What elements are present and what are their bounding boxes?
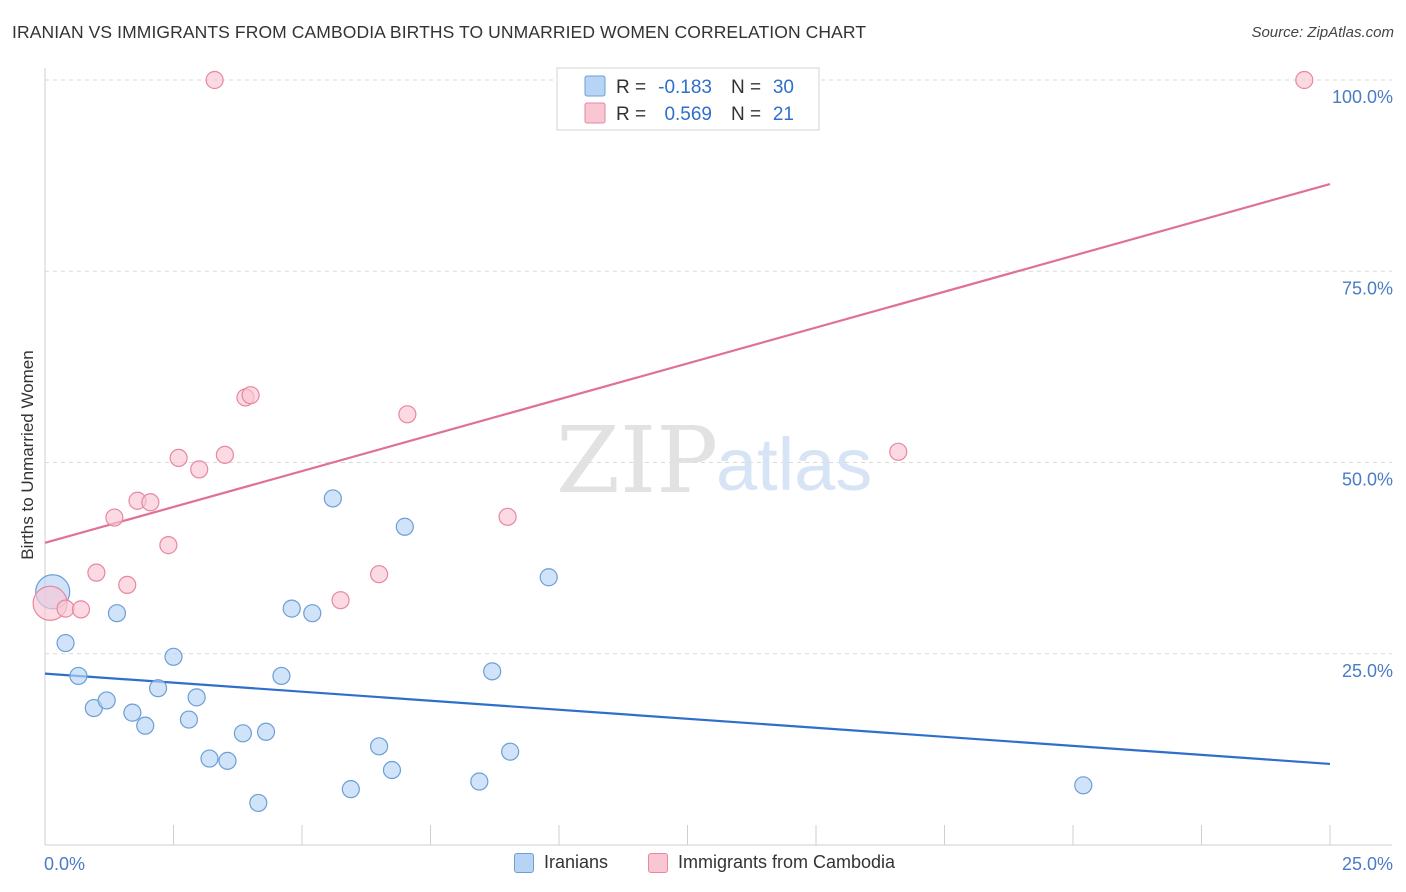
cambodia-point xyxy=(205,70,224,90)
legend-r-label: R = xyxy=(616,77,646,98)
iranians-point xyxy=(97,691,116,710)
legend-item-iranians[interactable]: Iranians xyxy=(514,852,608,873)
cambodia-point xyxy=(190,460,209,479)
legend-n-label: N = xyxy=(731,77,761,98)
iranians-point xyxy=(501,742,520,761)
tick-labels: 25.0% 50.0% 75.0% 100.0% 0.0% 25.0% xyxy=(44,87,1393,874)
iranians-point xyxy=(233,724,252,743)
iranians-point xyxy=(164,647,183,666)
iranians-point xyxy=(56,633,75,653)
iranians-point xyxy=(272,666,291,686)
cambodia-point xyxy=(889,442,908,461)
cambodia-point xyxy=(398,405,417,424)
cambodia-point xyxy=(215,445,234,464)
y-tick-label: 100.0% xyxy=(1332,87,1393,107)
cambodia-point xyxy=(141,493,160,512)
iranians-point xyxy=(303,604,322,623)
cambodia-point xyxy=(87,563,106,582)
x-tick-label: 0.0% xyxy=(44,854,85,874)
axes xyxy=(44,68,1392,846)
iranians-point xyxy=(256,722,276,741)
iranians-point xyxy=(136,716,155,735)
iranians-point xyxy=(123,703,142,722)
iranians-point xyxy=(323,489,342,508)
legend-n-label: N = xyxy=(731,104,761,125)
iranians-point xyxy=(483,662,502,681)
legend-r-value: -0.183 xyxy=(658,77,712,98)
chart-title: IRANIAN VS IMMIGRANTS FROM CAMBODIA BIRT… xyxy=(12,22,867,42)
gridlines xyxy=(45,79,1392,655)
iranians-point xyxy=(200,749,219,768)
legend-box: R = -0.183 N = 30 R = 0.569 N = 21 xyxy=(556,67,820,131)
y-tick-label: 25.0% xyxy=(1342,661,1393,681)
cambodia-point xyxy=(105,508,124,527)
iranians-point xyxy=(370,737,389,756)
legend-swatch xyxy=(584,75,606,97)
x-tick-label: 25.0% xyxy=(1342,854,1393,874)
legend-item-cambodia[interactable]: Immigrants from Cambodia xyxy=(648,852,895,873)
trend-lines xyxy=(44,182,1331,766)
cambodia-point xyxy=(370,565,389,584)
iranians-point xyxy=(107,604,127,623)
iranians-point xyxy=(382,760,402,780)
iranians-point xyxy=(282,599,301,618)
cambodia-point xyxy=(56,599,75,618)
cambodia-point xyxy=(118,575,137,595)
iranians-point xyxy=(179,710,199,729)
y-tick-label: 50.0% xyxy=(1342,470,1393,490)
iranians-point xyxy=(187,688,206,707)
cambodia-label: Immigrants from Cambodia xyxy=(678,852,896,872)
iranians-point xyxy=(148,679,168,698)
iranians-point xyxy=(218,751,237,770)
watermark: ZIP atlas xyxy=(556,407,872,514)
watermark-zip: ZIP xyxy=(556,407,718,514)
legend-swatch xyxy=(584,102,606,124)
legend-r-value: 0.569 xyxy=(664,104,712,125)
iranians-point xyxy=(69,666,88,686)
iranians-point xyxy=(341,780,360,799)
cambodia-point xyxy=(331,591,350,610)
iranians-trend-line xyxy=(44,672,1331,766)
cambodia-point xyxy=(169,448,188,468)
cambodia-trend-line xyxy=(44,182,1331,544)
iranians-label: Iranians xyxy=(544,852,609,872)
iranians-point xyxy=(539,568,558,587)
watermark-atlas: atlas xyxy=(716,423,872,506)
legend-n-value: 21 xyxy=(773,104,794,125)
cambodia-point xyxy=(241,386,260,405)
iranians-swatch xyxy=(514,852,534,873)
legend-r-label: R = xyxy=(616,104,646,125)
cambodia-point xyxy=(159,536,178,555)
cambodia-swatch xyxy=(648,852,668,873)
iranians-point xyxy=(470,772,489,791)
cambodia-point xyxy=(498,507,517,526)
cambodia-point xyxy=(1295,70,1314,90)
y-tick-label: 75.0% xyxy=(1342,278,1393,298)
source-label: Source: ZipAtlas.com xyxy=(1251,24,1394,41)
legend-n-value: 30 xyxy=(773,77,794,98)
bottom-legend: Iranians Immigrants from Cambodia xyxy=(0,852,1406,878)
iranians-point xyxy=(395,517,414,536)
iranians-point xyxy=(1074,776,1093,795)
cambodia-point xyxy=(71,600,91,619)
iranians-point xyxy=(249,793,268,813)
data-points xyxy=(32,70,1314,813)
